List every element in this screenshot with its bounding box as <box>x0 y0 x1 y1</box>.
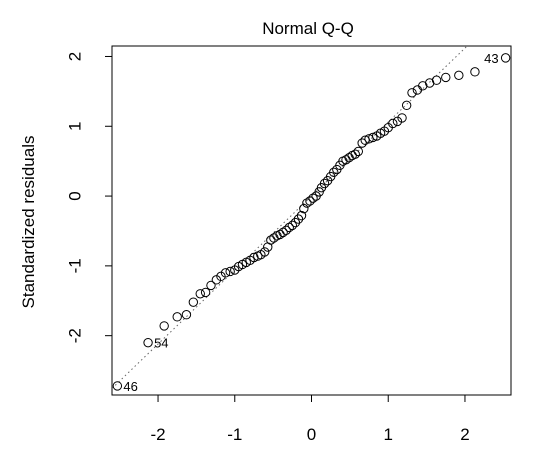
points-group <box>112 53 511 391</box>
data-point <box>112 381 123 391</box>
data-point <box>281 225 291 235</box>
data-point <box>220 268 231 278</box>
data-point <box>305 196 315 206</box>
data-point <box>287 220 298 231</box>
data-point <box>388 118 398 129</box>
data-point <box>259 247 270 257</box>
data-point <box>290 217 301 228</box>
point-label: 43 <box>484 51 498 66</box>
chart-title: Normal Q-Q <box>262 19 354 38</box>
data-point <box>293 214 304 224</box>
data-point <box>418 81 428 91</box>
data-point <box>200 287 211 298</box>
data-point <box>143 337 153 348</box>
data-point <box>397 113 407 123</box>
data-point <box>299 203 309 214</box>
data-point <box>470 67 480 77</box>
data-point <box>278 227 288 238</box>
data-point <box>441 72 451 83</box>
data-point <box>302 198 312 208</box>
data-point <box>454 70 464 81</box>
data-point <box>500 53 511 63</box>
data-point <box>296 210 307 221</box>
data-point <box>249 252 259 263</box>
data-point <box>424 78 435 88</box>
top-strip <box>0 0 549 10</box>
data-point <box>368 132 378 143</box>
data-point <box>181 310 192 320</box>
data-point <box>401 100 412 111</box>
x-tick-label: -1 <box>227 425 242 444</box>
data-point <box>431 75 442 85</box>
point-label: 54 <box>154 336 168 351</box>
data-point <box>225 266 235 277</box>
data-point <box>159 321 169 331</box>
y-axis: -2 -1 0 1 2 <box>65 52 113 343</box>
data-point <box>188 297 199 307</box>
data-point <box>172 312 182 322</box>
y-tick-label: -1 <box>65 258 84 273</box>
data-point <box>357 138 367 148</box>
data-point <box>319 178 330 189</box>
y-tick-label: -2 <box>65 328 84 343</box>
x-tick-label: 1 <box>383 425 392 444</box>
x-tick-label: -2 <box>150 425 165 444</box>
data-point <box>195 289 205 299</box>
x-axis: -2 -1 0 1 2 <box>150 394 470 444</box>
point-label: 46 <box>123 379 137 394</box>
data-point <box>407 88 417 98</box>
data-point <box>329 167 339 178</box>
data-point <box>308 193 318 203</box>
plot-frame <box>111 45 512 396</box>
data-point <box>350 149 360 159</box>
y-tick-label: 1 <box>65 122 84 131</box>
data-point <box>353 146 364 157</box>
x-tick-label: 0 <box>307 425 316 444</box>
data-point <box>284 222 294 233</box>
data-point <box>206 280 216 291</box>
point-labels-group: 43 54 46 <box>123 51 498 394</box>
x-tick-label: 2 <box>460 425 469 444</box>
y-tick-label: 0 <box>65 191 84 200</box>
y-tick-label: 2 <box>65 52 84 61</box>
y-axis-label: Standardized residuals <box>19 136 38 309</box>
